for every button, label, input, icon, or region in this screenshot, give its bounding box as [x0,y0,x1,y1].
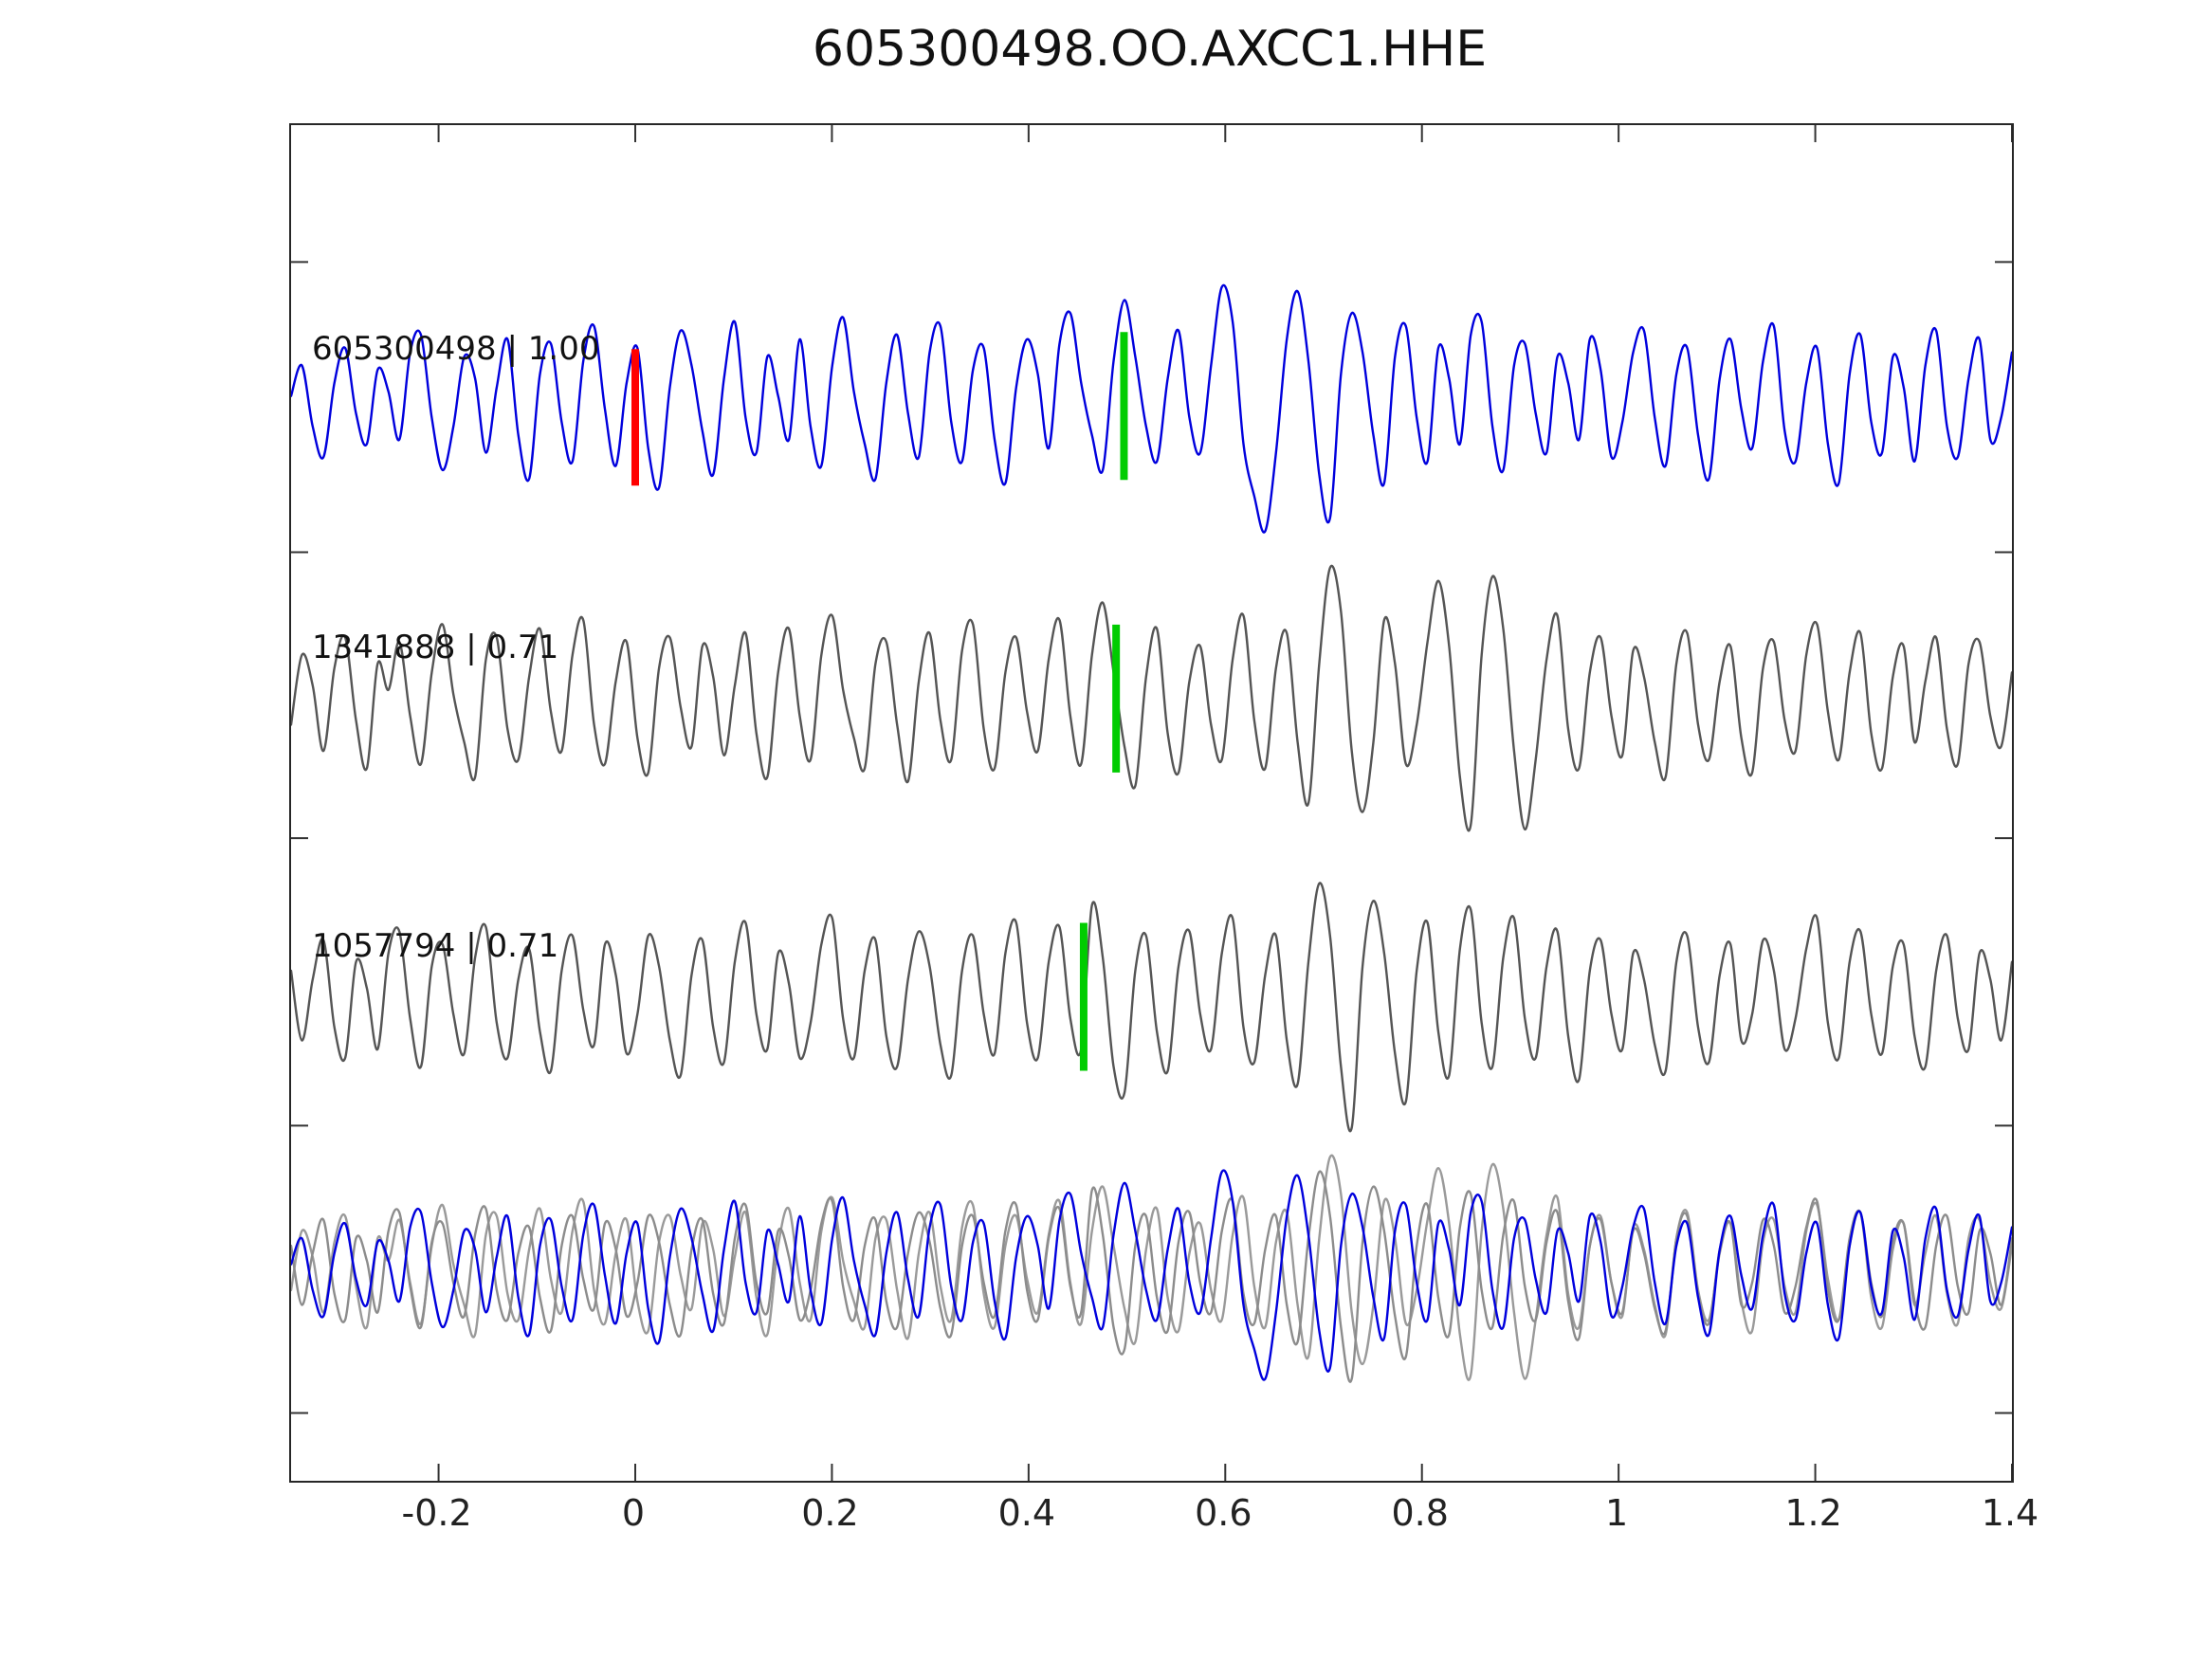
x-tick-label-0: 0 [621,1492,646,1534]
x-tick-label--0.2: -0.2 [401,1492,472,1534]
x-tick-label-0.4: 0.4 [997,1492,1056,1534]
chart-title: 605300498.OO.AXCC1.HHE [812,21,1488,78]
x-tick-label-0.8: 0.8 [1391,1492,1449,1534]
trace-605300498 [291,283,2012,534]
x-tick-label-1.4: 1.4 [1981,1492,2039,1534]
plot-svg [291,125,2012,1481]
overlay-trace-605300498 [291,1169,2012,1381]
x-tick-label-0.2: 0.2 [801,1492,859,1534]
x-tick-label-1.2: 1.2 [1784,1492,1842,1534]
trace-1057794 [291,882,2012,1133]
overlay-trace-1057794 [291,1170,2012,1383]
trace-label-1341888: 1341888 | 0.71 [312,629,559,666]
plot-area: 605300498 | 1.00 1341888 | 0.71 1057794 … [289,123,2014,1483]
x-tick-label-0.6: 0.6 [1195,1492,1252,1534]
trace-1341888 [291,564,2012,832]
trace-label-605300498: 605300498 | 1.00 [312,330,600,368]
x-tick-label-1: 1 [1605,1492,1629,1534]
trace-label-1057794: 1057794 | 0.71 [312,927,559,965]
